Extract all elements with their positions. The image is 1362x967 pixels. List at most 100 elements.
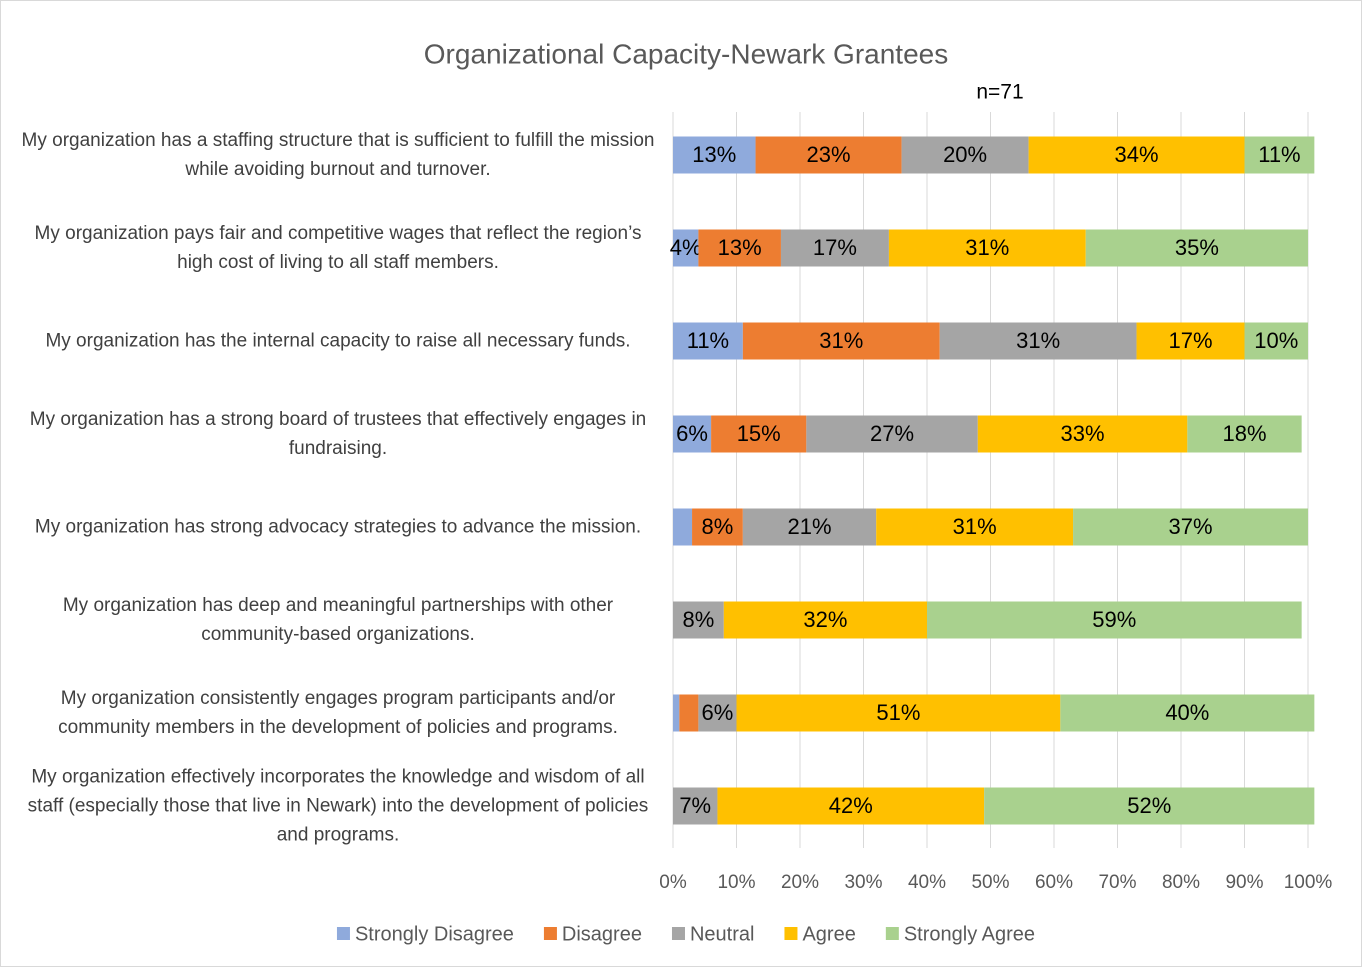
- legend-label: Strongly Disagree: [355, 923, 514, 945]
- data-label: 52%: [1127, 793, 1171, 818]
- data-label: 10%: [1254, 328, 1298, 353]
- x-tick-label: 70%: [1098, 872, 1136, 893]
- data-label: 31%: [965, 235, 1009, 260]
- bar-segment: [698, 694, 737, 732]
- legend-swatch: [336, 927, 350, 940]
- bar-segment: [984, 787, 1315, 825]
- bar-segment: [673, 229, 699, 267]
- data-label: 40%: [1165, 700, 1209, 725]
- category-label: My organization has a strong board of tr…: [29, 409, 647, 459]
- data-label: 42%: [829, 793, 873, 818]
- bar-segment: [977, 415, 1188, 453]
- x-tick-label: 0%: [659, 872, 687, 893]
- bar-segment: [806, 415, 978, 453]
- bar-segment: [1136, 322, 1245, 360]
- legend-swatch: [671, 927, 685, 940]
- data-label: 8%: [702, 514, 734, 539]
- bar-segment: [876, 508, 1074, 546]
- data-label: 8%: [683, 607, 715, 632]
- bar-segment: [698, 229, 781, 267]
- category-label: My organization has the internal capacit…: [45, 330, 631, 352]
- category-label: My organization consistently engages pro…: [58, 688, 618, 738]
- bar-segment: [736, 694, 1061, 732]
- data-label: 18%: [1222, 421, 1266, 446]
- bar-segment: [888, 229, 1086, 267]
- data-label: 59%: [1092, 607, 1136, 632]
- bar-segment: [711, 415, 807, 453]
- data-label: 7%: [679, 793, 711, 818]
- data-label: 35%: [1175, 235, 1219, 260]
- bar-segment: [673, 415, 712, 453]
- legend-label: Strongly Agree: [904, 923, 1035, 945]
- bar-segment: [1244, 136, 1315, 174]
- bar-segment: [901, 136, 1029, 174]
- bar-segment: [1085, 229, 1308, 267]
- category-label: My organization has deep and meaningful …: [62, 595, 614, 645]
- data-label: 4%: [670, 235, 702, 260]
- chart-title: Organizational Capacity-Newark Grantees: [424, 38, 948, 69]
- bar-segment: [1060, 694, 1315, 732]
- x-tick-label: 10%: [717, 872, 755, 893]
- data-label: 23%: [807, 142, 851, 167]
- legend-swatch: [543, 927, 557, 940]
- data-label: 17%: [1169, 328, 1213, 353]
- category-label: My organization has strong advocacy stra…: [34, 516, 642, 538]
- bar-segment: [679, 694, 699, 732]
- data-label: 13%: [692, 142, 736, 167]
- x-tick-label: 30%: [844, 872, 882, 893]
- bar-segment: [927, 601, 1302, 639]
- chart-subtitle: n=71: [976, 81, 1023, 104]
- data-label: 27%: [870, 421, 914, 446]
- x-tick-label: 90%: [1225, 872, 1263, 893]
- x-tick-label: 100%: [1284, 872, 1333, 893]
- data-label: 11%: [687, 328, 729, 353]
- x-tick-label: 80%: [1162, 872, 1200, 893]
- data-label: 31%: [819, 328, 863, 353]
- bar-segment: [939, 322, 1137, 360]
- bar-segment: [673, 136, 756, 174]
- data-label: 13%: [718, 235, 762, 260]
- legend-swatch: [885, 927, 899, 940]
- legend-label: Agree: [802, 923, 855, 945]
- data-label: 31%: [953, 514, 997, 539]
- data-label: 17%: [813, 235, 857, 260]
- data-label: 37%: [1169, 514, 1213, 539]
- legend-label: Neutral: [690, 923, 754, 945]
- data-label: 21%: [788, 514, 832, 539]
- bar-segment: [723, 601, 927, 639]
- data-label: 15%: [737, 421, 781, 446]
- category-label: My organization has a staffing structure…: [21, 130, 655, 180]
- x-tick-label: 60%: [1035, 872, 1073, 893]
- category-label: My organization pays fair and competitiv…: [34, 223, 642, 273]
- data-label: 11%: [1258, 142, 1300, 167]
- data-label: 51%: [876, 700, 920, 725]
- bar-segment: [673, 787, 718, 825]
- data-label: 32%: [803, 607, 847, 632]
- bar-segment: [742, 508, 877, 546]
- category-label: My organization effectively incorporates…: [27, 766, 649, 846]
- legend-label: Disagree: [562, 923, 642, 945]
- data-label: 6%: [702, 700, 734, 725]
- bar-segment: [673, 322, 743, 360]
- bar-segment: [1187, 415, 1302, 453]
- legend-swatch: [784, 927, 798, 940]
- bar-segment: [673, 694, 680, 732]
- data-label: 33%: [1061, 421, 1105, 446]
- bar-segment: [755, 136, 902, 174]
- data-label: 6%: [676, 421, 708, 446]
- bar-segment: [742, 322, 940, 360]
- bar-segment: [692, 508, 743, 546]
- x-tick-label: 20%: [781, 872, 819, 893]
- bar-segment: [1028, 136, 1245, 174]
- bar-segment: [717, 787, 985, 825]
- x-tick-label: 40%: [908, 872, 946, 893]
- bar-segment: [673, 601, 724, 639]
- bar-segment: [1244, 322, 1308, 360]
- data-label: 31%: [1016, 328, 1060, 353]
- data-label: 20%: [943, 142, 987, 167]
- bar-segment: [780, 229, 889, 267]
- bar-segment: [1073, 508, 1308, 546]
- x-tick-label: 50%: [971, 872, 1009, 893]
